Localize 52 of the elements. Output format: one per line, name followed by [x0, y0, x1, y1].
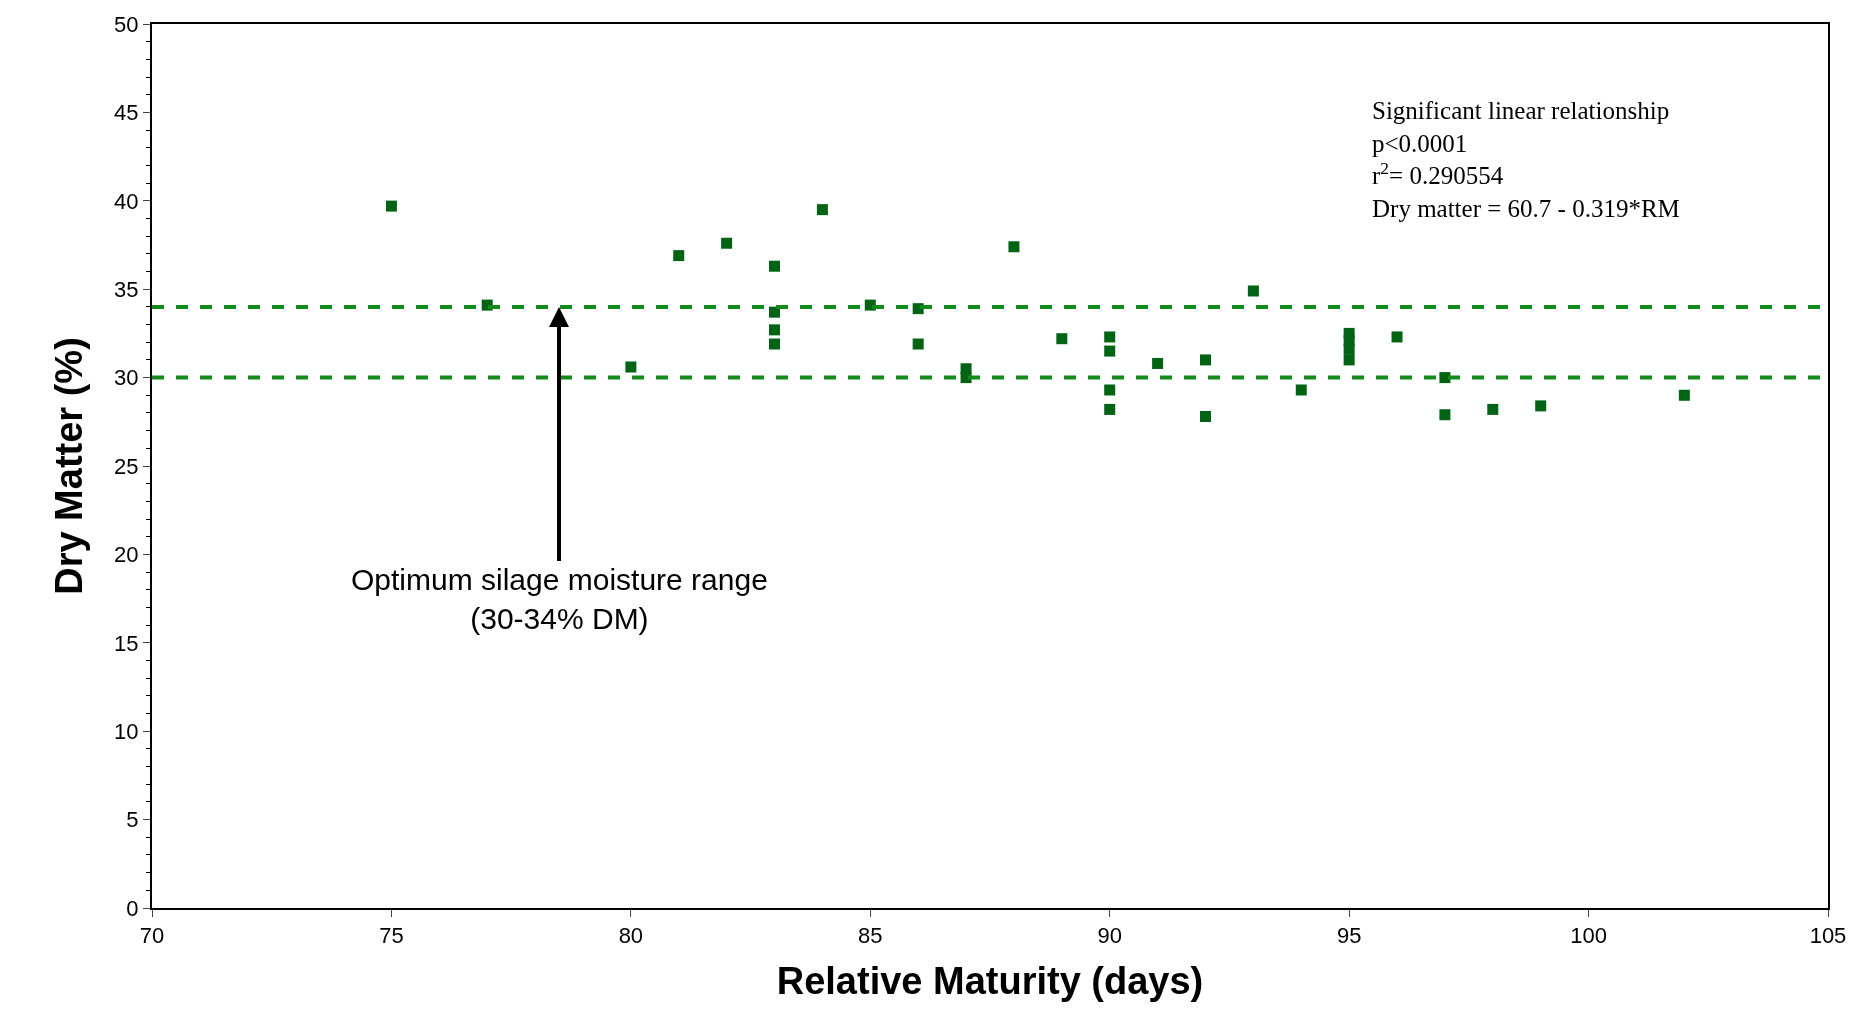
- point: [1678, 389, 1690, 401]
- y-tick-label: 15: [114, 630, 139, 656]
- point: [769, 260, 781, 272]
- point: [1104, 331, 1116, 343]
- y-tick-label: 0: [126, 895, 139, 921]
- x-axis-title: Relative Maturity (days): [776, 960, 1204, 1002]
- x-tick-label: 90: [1097, 923, 1122, 949]
- point: [1104, 345, 1116, 357]
- point: [912, 338, 924, 350]
- point: [673, 250, 685, 262]
- y-tick-label: 50: [114, 11, 139, 37]
- point: [1104, 403, 1116, 415]
- point: [385, 200, 397, 212]
- y-tick-label: 10: [114, 718, 139, 744]
- point: [1343, 354, 1355, 366]
- x-tick-label: 95: [1336, 923, 1362, 949]
- point: [1439, 372, 1451, 384]
- point: [1535, 400, 1547, 412]
- point: [1199, 411, 1211, 422]
- point: [1104, 384, 1116, 396]
- point: [721, 237, 733, 249]
- y-tick-label: 20: [114, 542, 139, 568]
- annotation: Significant linear relationship p<0.0001 r$^{2}$= 0.290554 Dry matter = 60.7 - 0.319*RM: [1372, 97, 1680, 222]
- point: [1247, 285, 1259, 297]
- point: [1343, 343, 1355, 355]
- point: [1295, 384, 1307, 396]
- point: [816, 204, 828, 216]
- y-axis-title: Dry Matter (%): [47, 337, 90, 595]
- point: [769, 324, 781, 336]
- x-tick-label: 105: [1809, 923, 1847, 949]
- x-tick-label: 70: [139, 923, 165, 949]
- y-tick-label: 40: [114, 188, 139, 214]
- y-tick-label: 35: [114, 276, 139, 302]
- point: [1439, 409, 1451, 421]
- y-tick-label: 25: [114, 453, 139, 479]
- point: [1199, 354, 1211, 366]
- point: [769, 306, 781, 318]
- y-tick-label: 30: [114, 365, 139, 391]
- y-tick-label: 5: [126, 807, 139, 833]
- point: [625, 361, 637, 373]
- point: [1152, 357, 1164, 369]
- point: [1008, 241, 1020, 253]
- annotation: Optimum silage moisture range (30-34% DM): [351, 563, 768, 635]
- point: [1391, 331, 1403, 343]
- x-tick-label: 100: [1570, 923, 1607, 949]
- x-tick-label: 80: [618, 923, 644, 949]
- x-tick-label: 85: [858, 923, 883, 949]
- point: [1056, 333, 1068, 345]
- point: [1487, 403, 1499, 415]
- x-tick-label: 75: [379, 923, 404, 949]
- point: [769, 338, 781, 350]
- y-tick-label: 45: [114, 100, 139, 126]
